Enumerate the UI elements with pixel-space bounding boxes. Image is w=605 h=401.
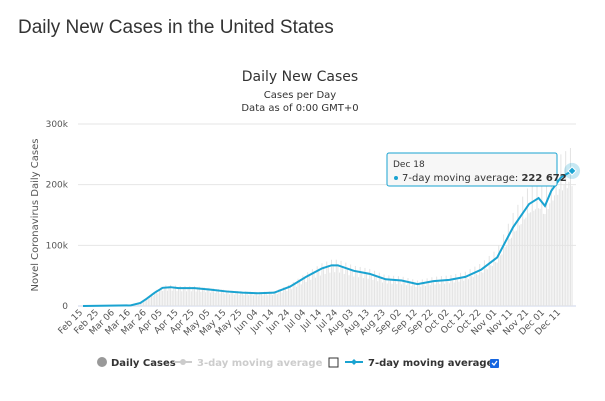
svg-text:3-day moving average: 3-day moving average	[197, 358, 323, 369]
y-tick-label: 100k	[46, 241, 69, 251]
tooltip-date: Dec 18	[393, 160, 425, 170]
legend-daily-cases[interactable]: Daily Cases	[97, 357, 176, 369]
svg-text:7-day moving average: 222 672: 7-day moving average: 222 672	[402, 173, 567, 184]
seven-day-average-line	[82, 170, 573, 307]
chart-subtitle: Cases per Day	[264, 90, 336, 101]
y-axis-label: Novel Coronavirus Daily Cases	[30, 139, 41, 292]
svg-text:Daily Cases: Daily Cases	[111, 358, 176, 369]
tooltip-value: 222 672	[521, 173, 566, 184]
tooltip-label: 7-day moving average:	[402, 173, 518, 184]
tooltip: Dec 18 7-day moving average: 222 672	[386, 152, 567, 187]
y-tick-label: 300k	[46, 120, 69, 130]
chart-title: Daily New Cases	[242, 69, 358, 85]
y-tick-label: 200k	[46, 181, 69, 191]
y-tick-label: 0	[62, 302, 68, 312]
chart-subtitle-2: Data as of 0:00 GMT+0	[241, 103, 358, 114]
checkbox-3-day[interactable]	[328, 357, 339, 368]
legend: Daily Cases 3-day moving average 7-day m…	[97, 357, 499, 369]
page-title: Daily New Cases in the United States	[18, 17, 334, 38]
legend-7-day-average[interactable]: 7-day moving average	[345, 358, 494, 369]
legend-3-day-average[interactable]: 3-day moving average	[174, 358, 323, 369]
checkbox-7-day[interactable]	[490, 359, 499, 368]
hover-point[interactable]	[567, 166, 577, 176]
svg-text:7-day moving average: 7-day moving average	[368, 358, 494, 369]
